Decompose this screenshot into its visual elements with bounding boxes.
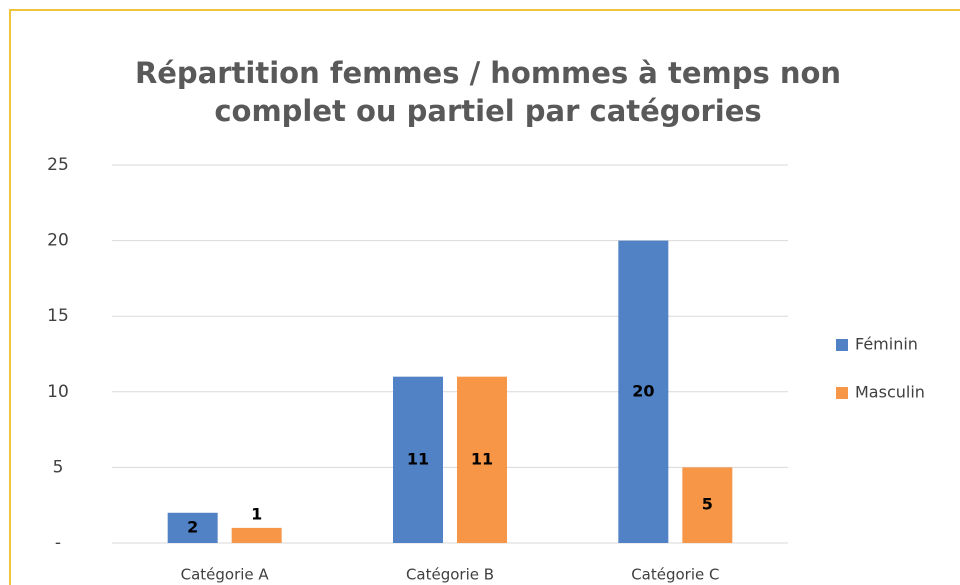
bar	[231, 527, 282, 543]
y-tick-label: 15	[47, 306, 69, 326]
y-tick-label: 10	[47, 382, 69, 402]
chart-title: complet ou partiel par catégories	[214, 94, 761, 128]
data-label: 1	[251, 504, 262, 523]
bar	[167, 512, 218, 543]
legend-label: Féminin	[855, 335, 918, 354]
bar	[457, 376, 507, 543]
data-label: 5	[702, 495, 713, 514]
legend-swatch	[836, 339, 848, 351]
data-label: 2	[187, 517, 198, 536]
x-tick-label: Catégorie C	[631, 566, 719, 584]
x-tick-label: Catégorie B	[406, 566, 494, 584]
y-tick-label: -	[55, 533, 61, 553]
bar	[393, 376, 443, 543]
bar	[682, 467, 733, 543]
data-label: 11	[407, 449, 429, 468]
data-label: 20	[632, 381, 654, 400]
y-tick-label: 5	[53, 457, 64, 477]
legend-swatch	[836, 387, 848, 399]
legend-label: Masculin	[855, 383, 925, 402]
y-tick-label: 20	[47, 231, 69, 251]
y-tick-label: 25	[47, 155, 69, 175]
bar	[618, 240, 669, 543]
data-label: 11	[471, 449, 493, 468]
chart-title: Répartition femmes / hommes à temps non	[135, 56, 841, 90]
x-tick-label: Catégorie A	[181, 566, 270, 584]
